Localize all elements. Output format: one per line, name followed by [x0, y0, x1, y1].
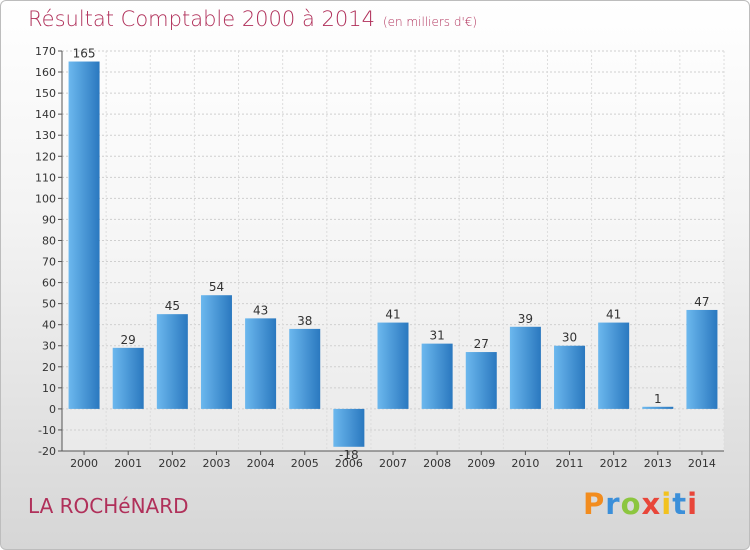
- bar-2008[interactable]: [421, 343, 453, 409]
- logo-letter: i: [687, 487, 699, 521]
- y-tick-label: 60: [42, 277, 56, 290]
- x-tick-label-2008: 2008: [423, 457, 451, 470]
- data-label-2006: -18: [339, 448, 359, 462]
- bar-2004[interactable]: [245, 318, 277, 409]
- commune-name: LA ROCHéNARD: [28, 494, 189, 518]
- data-label-2012: 41: [606, 308, 621, 322]
- x-tick-label-2010: 2010: [511, 457, 539, 470]
- data-label-2014: 47: [694, 295, 709, 309]
- x-tick-label-2004: 2004: [247, 457, 275, 470]
- x-tick-label-2011: 2011: [556, 457, 584, 470]
- logo-letter: r: [605, 487, 621, 521]
- y-tick-label: 130: [35, 129, 56, 142]
- bar-2013[interactable]: [642, 406, 674, 409]
- x-tick-label-2006: 2006: [335, 457, 363, 470]
- bar-2003[interactable]: [200, 295, 232, 409]
- y-tick-label: 100: [35, 192, 56, 205]
- bar-2002[interactable]: [156, 314, 188, 409]
- bar-2014[interactable]: [686, 309, 718, 409]
- y-tick-label: 10: [42, 382, 56, 395]
- data-label-2004: 43: [253, 303, 268, 317]
- x-tick-label-2007: 2007: [379, 457, 407, 470]
- bar-2006[interactable]: [333, 408, 365, 447]
- y-tick-label: 160: [35, 66, 56, 79]
- bar-2000[interactable]: [68, 61, 100, 409]
- x-tick-label-2000: 2000: [70, 457, 98, 470]
- data-label-2011: 30: [562, 331, 577, 345]
- bar-2005[interactable]: [289, 328, 321, 409]
- y-tick-label: 20: [42, 361, 56, 374]
- data-label-2000: 165: [73, 47, 96, 61]
- y-tick-label: 40: [42, 319, 56, 332]
- x-tick-label-2012: 2012: [600, 457, 628, 470]
- x-tick-label-2002: 2002: [158, 457, 186, 470]
- y-tick-label: 0: [49, 403, 56, 416]
- logo-letter: x: [641, 487, 662, 521]
- chart-title: Résultat Comptable 2000 à 2014 (en millie…: [28, 7, 477, 31]
- title-text: Résultat Comptable 2000 à 2014: [28, 7, 375, 31]
- data-label-2005: 38: [297, 314, 312, 328]
- data-label-2003: 54: [209, 280, 224, 294]
- x-tick-label-2009: 2009: [467, 457, 495, 470]
- data-label-2008: 31: [429, 329, 444, 343]
- logo-letter: o: [620, 487, 642, 521]
- y-tick-label: 70: [42, 256, 56, 269]
- data-label-2001: 29: [121, 333, 136, 347]
- y-tick-label: 50: [42, 298, 56, 311]
- logo-letter: t: [672, 487, 688, 521]
- unit-label: (en milliers d'€): [382, 15, 478, 29]
- y-tick-label: 80: [42, 234, 56, 247]
- data-labels-group: 165 29 45 54 43 38 -18 41 31 27 39 30 41 1 47: [73, 47, 710, 462]
- data-label-2010: 39: [518, 312, 533, 326]
- proxiti-logo[interactable]: Proxiti: [583, 487, 698, 521]
- y-tick-label: 150: [35, 87, 56, 100]
- data-label-2009: 27: [474, 337, 489, 351]
- bars-group: [68, 61, 718, 447]
- logo-letter: i: [661, 487, 673, 521]
- y-tick-label: 90: [42, 213, 56, 226]
- bar-2007[interactable]: [377, 322, 409, 409]
- axes: -20-100102030405060708090100110120130140…: [35, 45, 724, 470]
- x-tick-label-2014: 2014: [688, 457, 716, 470]
- y-tick-label: 110: [35, 171, 56, 184]
- y-tick-label: 170: [35, 45, 56, 58]
- bar-2012[interactable]: [598, 322, 630, 409]
- bar-2001[interactable]: [112, 347, 144, 409]
- x-tick-label-2013: 2013: [644, 457, 672, 470]
- data-label-2007: 41: [385, 308, 400, 322]
- bar-2009[interactable]: [465, 352, 497, 409]
- logo-letter: P: [583, 487, 606, 521]
- y-tick-label: 120: [35, 150, 56, 163]
- x-tick-label-2005: 2005: [291, 457, 319, 470]
- y-tick-label: -10: [38, 424, 56, 437]
- y-tick-label: 140: [35, 108, 56, 121]
- y-tick-label: 30: [42, 340, 56, 353]
- bar-2011[interactable]: [554, 345, 586, 409]
- y-tick-label: -20: [38, 445, 56, 458]
- data-label-2013: 1: [654, 392, 662, 406]
- data-label-2002: 45: [165, 299, 180, 313]
- x-tick-label-2001: 2001: [114, 457, 142, 470]
- bar-2010[interactable]: [509, 326, 541, 409]
- x-tick-label-2003: 2003: [202, 457, 230, 470]
